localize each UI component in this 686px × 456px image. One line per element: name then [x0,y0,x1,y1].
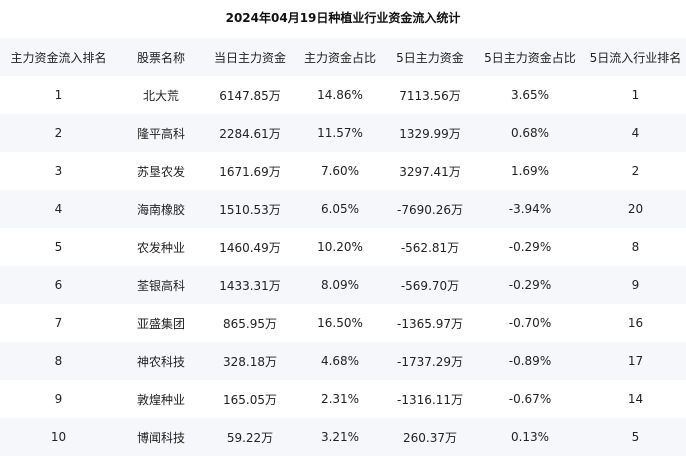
cell-main-fund-ratio: 7.60% [320,164,360,178]
cell-5day-main-fund-ratio: -0.29% [508,278,552,292]
fund-flow-table: 主力资金流入排名 股票名称 当日主力资金 主力资金占比 5日主力资金 5日主力资… [0,38,686,456]
cell-daily-main-fund: 1460.49万 [219,240,281,255]
table-row: 3 苏垦农发 1671.69万 7.60% 3297.41万 1.69% 2 [0,152,686,190]
cell-5day-main-fund: -1737.29万 [397,354,463,369]
cell-daily-main-fund: 165.05万 [223,392,277,407]
cell-daily-main-fund: 328.18万 [223,354,277,369]
cell-5day-main-fund: -1316.11万 [397,392,463,407]
cell-5day-main-fund-ratio: -3.94% [508,202,552,216]
cell-stock-name: 神农科技 [136,354,185,369]
cell-stock-name: 北大荒 [142,88,179,103]
cell-stock-name: 敦煌种业 [136,392,185,407]
table-row: 1 北大荒 6147.85万 14.86% 7113.56万 3.65% 1 [0,76,686,114]
cell-5day-main-fund-ratio: 1.69% [510,164,550,178]
cell-5day-main-fund: -562.81万 [400,240,460,255]
cell-main-fund-ratio: 2.31% [320,392,360,406]
cell-rank: 6 [54,278,63,292]
cell-daily-main-fund: 6147.85万 [219,88,281,103]
cell-main-fund-ratio: 14.86% [317,88,363,102]
cell-main-fund-ratio: 8.09% [320,278,360,292]
cell-rank: 1 [54,88,63,102]
cell-5day-industry-rank: 9 [631,278,640,292]
col-header-5day-main-fund-ratio: 5日主力资金占比 [484,50,576,65]
cell-daily-main-fund: 865.95万 [223,316,277,331]
cell-5day-main-fund: 7113.56万 [399,88,461,103]
cell-rank: 2 [54,126,63,140]
table-row: 4 海南橡胶 1510.53万 6.05% -7690.26万 -3.94% 2… [0,190,686,228]
cell-5day-main-fund-ratio: -0.89% [508,354,552,368]
cell-5day-main-fund-ratio: 0.68% [510,126,550,140]
cell-rank: 10 [50,430,67,444]
cell-5day-industry-rank: 4 [631,126,640,140]
cell-rank: 7 [54,316,63,330]
col-header-main-fund-ratio: 主力资金占比 [303,50,376,65]
cell-5day-main-fund: 260.37万 [403,430,457,445]
cell-rank: 5 [54,240,63,254]
cell-5day-main-fund: -7690.26万 [397,202,463,217]
cell-5day-main-fund-ratio: -0.67% [508,392,552,406]
cell-stock-name: 海南橡胶 [136,202,185,217]
col-header-rank: 主力资金流入排名 [10,50,107,65]
table-row: 5 农发种业 1460.49万 10.20% -562.81万 -0.29% 8 [0,228,686,266]
cell-stock-name: 农发种业 [136,240,185,255]
cell-5day-industry-rank: 1 [631,88,640,102]
col-header-daily-main-fund: 当日主力资金 [213,50,286,65]
cell-rank: 3 [54,164,63,178]
cell-main-fund-ratio: 16.50% [317,316,363,330]
table-header-row: 主力资金流入排名 股票名称 当日主力资金 主力资金占比 5日主力资金 5日主力资… [0,38,686,76]
cell-5day-industry-rank: 17 [627,354,644,368]
cell-5day-industry-rank: 2 [631,164,640,178]
cell-5day-main-fund: 3297.41万 [399,164,461,179]
cell-5day-main-fund: -1365.97万 [397,316,463,331]
cell-main-fund-ratio: 10.20% [317,240,363,254]
cell-5day-industry-rank: 16 [627,316,644,330]
cell-5day-industry-rank: 5 [631,430,640,444]
cell-main-fund-ratio: 3.21% [320,430,360,444]
cell-main-fund-ratio: 6.05% [320,202,360,216]
table-row: 7 亚盛集团 865.95万 16.50% -1365.97万 -0.70% 1… [0,304,686,342]
cell-stock-name: 博闻科技 [136,430,185,445]
page-title: 2024年04月19日种植业行业资金流入统计 [225,11,461,25]
cell-stock-name: 亚盛集团 [136,316,185,331]
cell-daily-main-fund: 1433.31万 [219,278,281,293]
cell-5day-main-fund-ratio: 3.65% [510,88,550,102]
cell-daily-main-fund: 1671.69万 [219,164,281,179]
table-row: 10 博闻科技 59.22万 3.21% 260.37万 0.13% 5 [0,418,686,456]
cell-main-fund-ratio: 11.57% [317,126,363,140]
cell-5day-main-fund-ratio: -0.70% [508,316,552,330]
col-header-stock-name: 股票名称 [136,50,185,65]
cell-main-fund-ratio: 4.68% [320,354,360,368]
cell-5day-main-fund-ratio: 0.13% [510,430,550,444]
cell-5day-industry-rank: 14 [627,392,644,406]
cell-5day-main-fund-ratio: -0.29% [508,240,552,254]
cell-5day-main-fund: 1329.99万 [399,126,461,141]
cell-stock-name: 苏垦农发 [136,164,185,179]
cell-rank: 4 [54,202,63,216]
col-header-5day-main-fund: 5日主力资金 [396,50,464,65]
table-row: 8 神农科技 328.18万 4.68% -1737.29万 -0.89% 17 [0,342,686,380]
cell-daily-main-fund: 59.22万 [226,430,274,445]
cell-daily-main-fund: 2284.61万 [219,126,281,141]
col-header-5day-industry-rank: 5日流入行业排名 [589,50,682,65]
table-row: 6 荃银高科 1433.31万 8.09% -569.70万 -0.29% 9 [0,266,686,304]
table-row: 9 敦煌种业 165.05万 2.31% -1316.11万 -0.67% 14 [0,380,686,418]
cell-5day-main-fund: -569.70万 [400,278,460,293]
cell-rank: 8 [54,354,63,368]
table-row: 2 隆平高科 2284.61万 11.57% 1329.99万 0.68% 4 [0,114,686,152]
cell-rank: 9 [54,392,63,406]
cell-5day-industry-rank: 20 [627,202,644,216]
cell-stock-name: 荃银高科 [136,278,185,293]
cell-stock-name: 隆平高科 [136,126,185,141]
cell-5day-industry-rank: 8 [631,240,640,254]
cell-daily-main-fund: 1510.53万 [219,202,281,217]
